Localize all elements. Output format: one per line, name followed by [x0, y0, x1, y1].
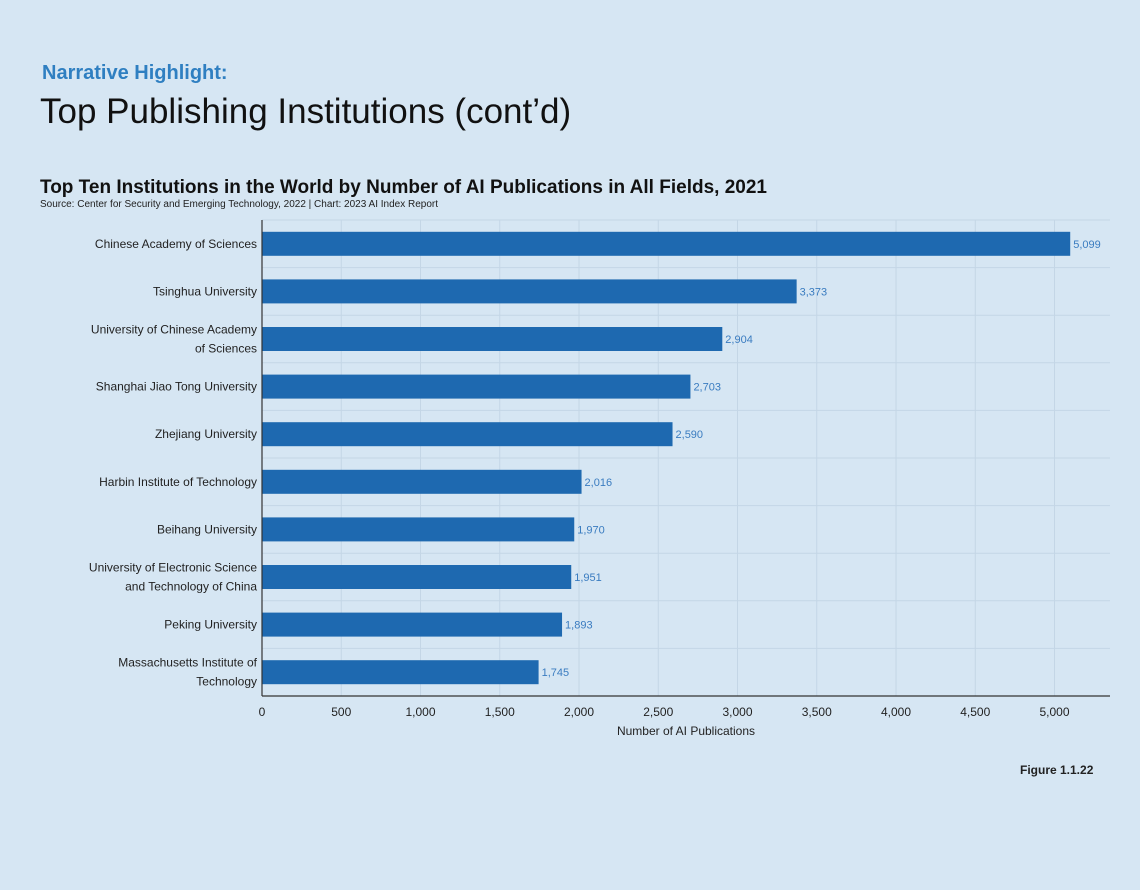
value-label-8: 1,893	[565, 620, 593, 632]
category-label-line: of Sciences	[195, 342, 257, 356]
category-label-line: Chinese Academy of Sciences	[95, 237, 257, 251]
category-label-5: Harbin Institute of Technology	[99, 475, 257, 489]
x-tick-label-4: 2,000	[564, 705, 594, 719]
category-label-line: University of Chinese Academy	[91, 323, 257, 337]
category-label-line: Tsinghua University	[153, 284, 257, 298]
category-label-line: and Technology of China	[125, 580, 257, 594]
bar-8	[262, 612, 563, 637]
bar-3	[262, 374, 691, 399]
x-tick-label-3: 1,500	[485, 705, 515, 719]
value-label-6: 1,970	[577, 524, 605, 536]
x-tick-label-7: 3,500	[802, 705, 832, 719]
x-tick-label-6: 3,000	[722, 705, 752, 719]
category-label-line: Beihang University	[157, 522, 257, 536]
page-title: Top Publishing Institutions (cont’d)	[40, 92, 572, 131]
value-label-3: 2,703	[693, 382, 721, 394]
x-tick-label-0: 0	[259, 705, 266, 719]
bar-6	[262, 517, 575, 542]
category-label-7: University of Electronic Science and Tech…	[89, 561, 257, 594]
x-tick-label-2: 1,000	[405, 705, 435, 719]
category-label-2: University of Chinese Academy of Sciences	[91, 323, 257, 356]
value-label-0: 5,099	[1073, 239, 1101, 251]
chart-title: Top Ten Institutions in the World by Num…	[40, 177, 767, 198]
x-axis-label: Number of AI Publications	[617, 724, 755, 738]
category-label-line: Peking University	[164, 618, 257, 632]
value-label-5: 2,016	[585, 477, 613, 489]
figure-label: Figure 1.1.22	[1020, 763, 1094, 777]
category-label-line: University of Electronic Science	[89, 561, 257, 575]
x-tick-label-5: 2,500	[643, 705, 673, 719]
bar-7	[262, 565, 572, 589]
bar-5	[262, 469, 582, 494]
chart-source: Source: Center for Security and Emerging…	[40, 199, 439, 210]
category-label-line: Massachusetts Institute of	[118, 656, 257, 670]
bar-9	[262, 660, 539, 685]
category-label-line: Zhejiang University	[155, 427, 257, 441]
bar-1	[262, 279, 797, 304]
value-label-9: 1,745	[542, 667, 570, 679]
bar-0	[262, 231, 1071, 256]
x-tick-label-10: 5,000	[1040, 705, 1070, 719]
category-label-9: Massachusetts Institute of Technology	[118, 656, 257, 689]
value-label-2: 2,904	[725, 334, 753, 346]
x-tick-label-9: 4,500	[960, 705, 990, 719]
x-tick-label-8: 4,000	[881, 705, 911, 719]
category-label-line: Technology	[196, 675, 257, 689]
value-label-1: 3,373	[800, 286, 828, 298]
category-label-1: Tsinghua University	[153, 284, 257, 298]
category-label-8: Peking University	[164, 618, 257, 632]
value-label-7: 1,951	[574, 572, 602, 584]
bar-4	[262, 422, 673, 447]
category-label-3: Shanghai Jiao Tong University	[96, 380, 257, 394]
category-label-4: Zhejiang University	[155, 427, 257, 441]
category-label-line: Shanghai Jiao Tong University	[96, 380, 257, 394]
bar-2	[262, 327, 723, 351]
x-tick-label-1: 500	[331, 705, 351, 719]
category-label-line: Harbin Institute of Technology	[99, 475, 257, 489]
value-label-4: 2,590	[676, 429, 704, 441]
category-label-0: Chinese Academy of Sciences	[95, 237, 257, 251]
category-label-6: Beihang University	[157, 522, 257, 536]
section-kicker: Narrative Highlight:	[42, 62, 228, 84]
